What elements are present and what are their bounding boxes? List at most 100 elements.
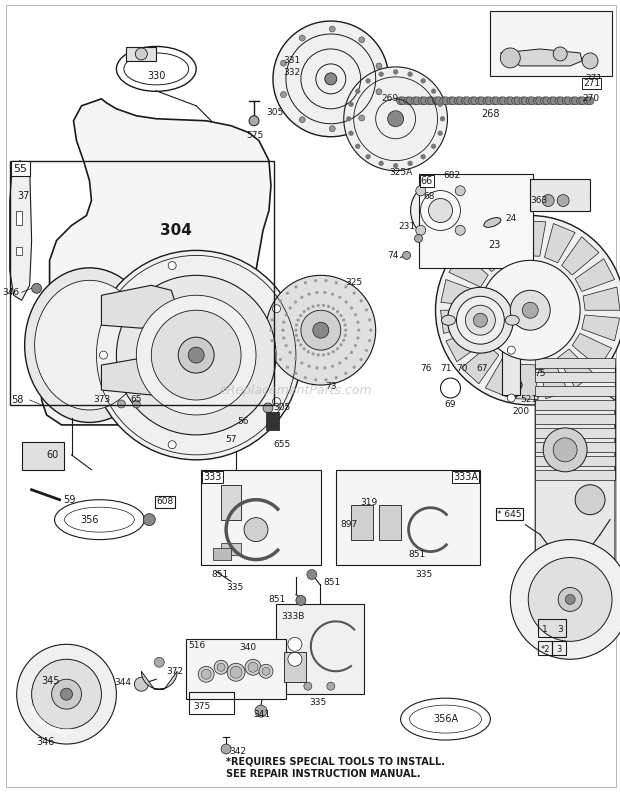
Text: 76: 76 (420, 364, 432, 372)
Circle shape (285, 314, 288, 316)
Text: 373: 373 (93, 395, 110, 405)
Text: 608: 608 (156, 497, 174, 506)
Text: *REQUIRES SPECIAL TOOLS TO INSTALL.: *REQUIRES SPECIAL TOOLS TO INSTALL. (226, 757, 445, 767)
Text: 66: 66 (420, 176, 433, 185)
Circle shape (270, 339, 273, 342)
Text: 71: 71 (440, 364, 451, 372)
Circle shape (456, 97, 464, 105)
Circle shape (582, 53, 598, 69)
Circle shape (327, 305, 330, 308)
Circle shape (393, 163, 398, 168)
Text: 58: 58 (12, 395, 24, 405)
Circle shape (289, 351, 291, 354)
Bar (535, 372, 615, 382)
Circle shape (478, 97, 486, 105)
Circle shape (514, 97, 522, 105)
Polygon shape (582, 315, 619, 341)
Circle shape (270, 329, 272, 332)
Circle shape (455, 225, 465, 235)
Circle shape (325, 73, 337, 85)
Text: 56: 56 (237, 417, 249, 426)
Polygon shape (523, 221, 546, 257)
Polygon shape (575, 259, 614, 291)
Text: 342: 342 (229, 747, 246, 756)
Circle shape (286, 291, 289, 295)
Circle shape (348, 131, 353, 135)
Circle shape (344, 285, 347, 288)
Circle shape (294, 300, 297, 303)
Circle shape (368, 339, 371, 342)
Circle shape (507, 346, 515, 354)
Circle shape (572, 97, 580, 105)
Circle shape (500, 48, 520, 68)
Bar (538, 642, 552, 655)
Circle shape (168, 440, 176, 449)
Circle shape (313, 322, 329, 338)
Bar (213, 547, 231, 559)
Text: 3: 3 (557, 625, 563, 634)
Circle shape (369, 329, 372, 332)
Circle shape (528, 97, 536, 105)
Circle shape (32, 659, 102, 729)
Circle shape (294, 285, 298, 288)
Circle shape (565, 595, 575, 604)
Circle shape (431, 89, 436, 93)
Polygon shape (141, 672, 177, 689)
Circle shape (281, 329, 285, 332)
Circle shape (300, 296, 303, 299)
Circle shape (280, 92, 286, 97)
Circle shape (245, 659, 261, 676)
Text: 521: 521 (520, 395, 538, 405)
Circle shape (512, 97, 520, 105)
Text: 231: 231 (399, 222, 415, 231)
Bar (126, 47, 156, 61)
Circle shape (553, 47, 567, 61)
Circle shape (323, 367, 326, 369)
Text: 55: 55 (14, 164, 28, 173)
Bar (186, 639, 286, 699)
Text: 330: 330 (147, 71, 166, 81)
Circle shape (456, 296, 504, 345)
Polygon shape (562, 237, 599, 275)
Text: 75: 75 (534, 368, 546, 378)
Circle shape (474, 313, 487, 327)
Circle shape (316, 367, 318, 369)
Circle shape (435, 215, 620, 405)
Polygon shape (10, 161, 32, 300)
Circle shape (344, 329, 347, 332)
Polygon shape (500, 49, 582, 66)
Circle shape (410, 181, 471, 241)
Polygon shape (467, 233, 503, 272)
Circle shape (92, 250, 301, 460)
Circle shape (296, 318, 299, 322)
Bar (552, 642, 566, 655)
Bar (16, 247, 22, 255)
Circle shape (294, 329, 298, 332)
Polygon shape (102, 285, 176, 328)
Circle shape (178, 337, 214, 373)
Polygon shape (535, 390, 615, 569)
Ellipse shape (35, 280, 144, 410)
Ellipse shape (505, 315, 520, 326)
Circle shape (469, 97, 477, 105)
Text: 575: 575 (246, 131, 264, 140)
Circle shape (388, 111, 404, 127)
Text: 851: 851 (324, 578, 341, 587)
Circle shape (562, 97, 570, 105)
Text: 851: 851 (211, 570, 228, 579)
Circle shape (379, 161, 384, 166)
Circle shape (304, 376, 307, 379)
Bar (10, 161, 274, 405)
Circle shape (345, 357, 348, 360)
Bar (535, 414, 615, 424)
Circle shape (274, 349, 277, 352)
Text: 3: 3 (557, 645, 562, 654)
Circle shape (564, 97, 572, 105)
Circle shape (450, 97, 458, 105)
Circle shape (448, 287, 513, 353)
Circle shape (307, 569, 317, 580)
Circle shape (322, 353, 325, 356)
Circle shape (393, 70, 398, 74)
Circle shape (355, 144, 360, 149)
Circle shape (288, 638, 302, 651)
